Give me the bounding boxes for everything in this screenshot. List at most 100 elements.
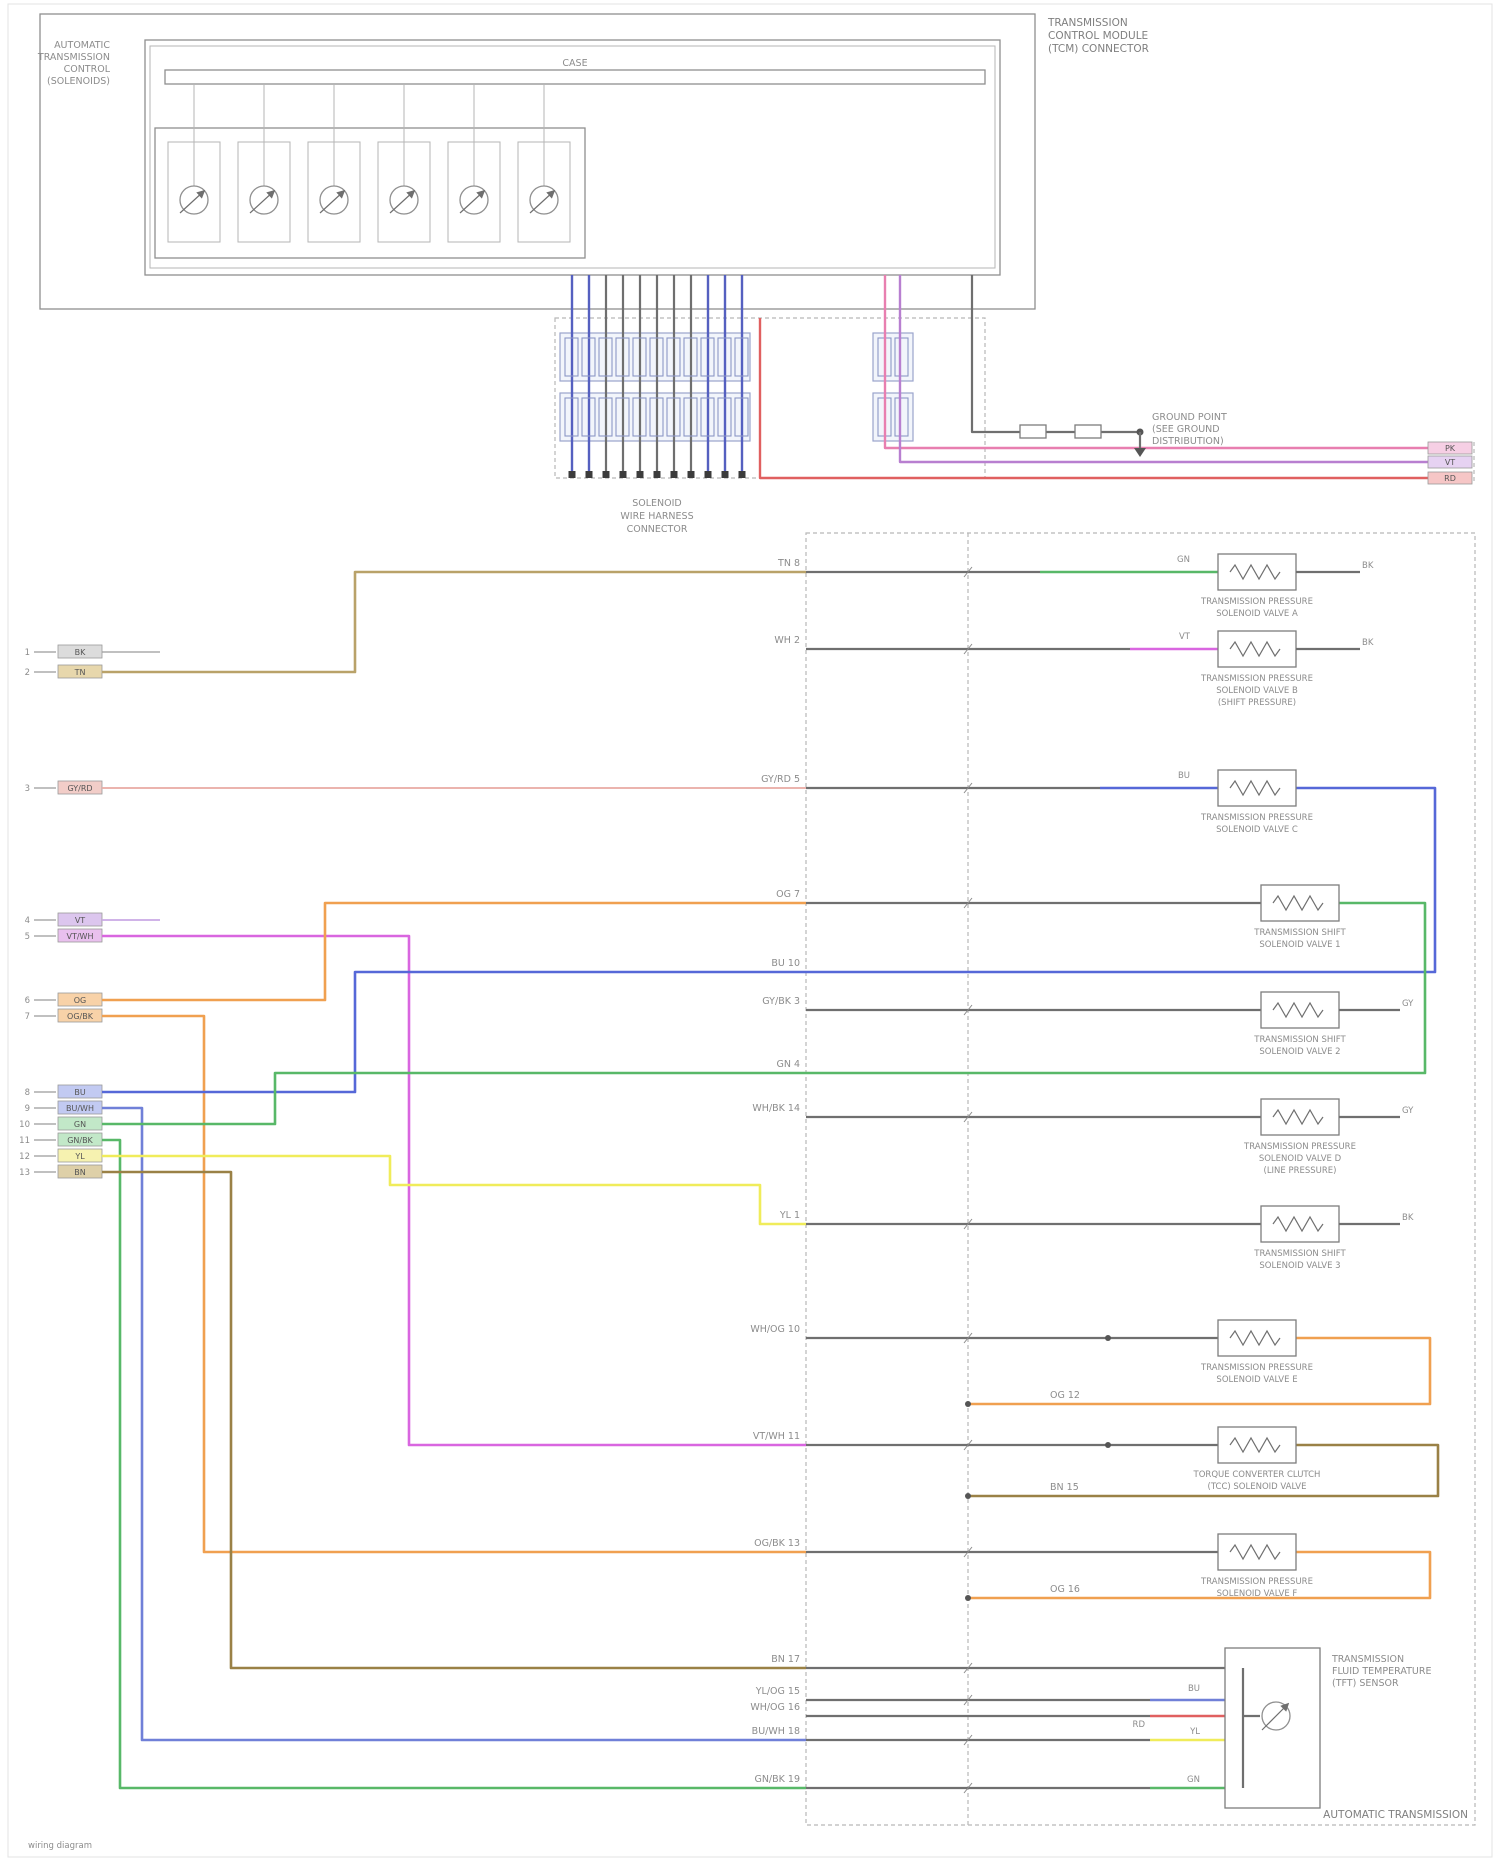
valve-row: WH/OG 10 TRANSMISSION PRESSURE SOLENOID … <box>750 1319 1313 1385</box>
svg-text:RD: RD <box>1133 1720 1146 1730</box>
valve-row: WH/BK 14 GY TRANSMISSION PRESSURE SOLENO… <box>752 1098 1414 1176</box>
wire-blue-b <box>102 1106 806 1742</box>
left-pin-group: 1 BK 2 TN 3 GY/RD 4 VT 5 VT/WH 6 OG 7 OG… <box>19 644 160 1179</box>
wire-green-loop <box>102 901 1427 1126</box>
solenoid-symbol <box>377 84 431 243</box>
svg-text:4: 4 <box>25 916 30 926</box>
wire-blue-loop <box>102 786 1437 1094</box>
transmission-dashed-box <box>805 532 1476 1826</box>
svg-text:YL: YL <box>1189 1727 1200 1737</box>
svg-text:GY/BK 3: GY/BK 3 <box>762 996 800 1007</box>
svg-text:13: 13 <box>19 1168 30 1178</box>
svg-text:BU: BU <box>1178 771 1190 781</box>
svg-text:5: 5 <box>25 932 30 942</box>
svg-text:GY/RD 5: GY/RD 5 <box>761 774 800 785</box>
connector-pins <box>564 337 909 437</box>
svg-text:TRANSMISSION PRESSURE: TRANSMISSION PRESSURE <box>1200 813 1313 823</box>
svg-text:OG 7: OG 7 <box>776 889 800 900</box>
svg-text:TRANSMISSION SHIFT: TRANSMISSION SHIFT <box>1253 1249 1346 1259</box>
svg-text:TRANSMISSION SHIFT: TRANSMISSION SHIFT <box>1253 1035 1346 1045</box>
svg-text:BN 17: BN 17 <box>771 1654 800 1665</box>
svg-text:GROUND POINT: GROUND POINT <box>1152 412 1227 423</box>
svg-text:VT/WH 11: VT/WH 11 <box>753 1431 800 1442</box>
svg-text:SOLENOID: SOLENOID <box>632 498 682 509</box>
svg-text:WH 2: WH 2 <box>774 635 800 646</box>
svg-text:VT/WH: VT/WH <box>67 932 94 941</box>
svg-text:YL 1: YL 1 <box>779 1210 800 1221</box>
sensor-symbol <box>1261 1701 1291 1731</box>
svg-text:SOLENOID VALVE C: SOLENOID VALVE C <box>1216 825 1298 835</box>
svg-text:CONTROL: CONTROL <box>64 64 111 75</box>
svg-text:2: 2 <box>25 668 30 678</box>
svg-text:8: 8 <box>25 1088 30 1098</box>
svg-text:BU: BU <box>74 1088 85 1097</box>
svg-text:VT: VT <box>75 916 85 925</box>
svg-text:1: 1 <box>25 648 30 658</box>
svg-text:WH/OG 16: WH/OG 16 <box>750 1702 800 1713</box>
svg-text:(TCM) CONNECTOR: (TCM) CONNECTOR <box>1048 43 1149 55</box>
ground-icon <box>1134 448 1146 457</box>
connector-terminals <box>568 471 746 478</box>
svg-text:GN/BK: GN/BK <box>67 1136 93 1145</box>
svg-text:3: 3 <box>25 784 30 794</box>
svg-text:SOLENOID VALVE A: SOLENOID VALVE A <box>1216 609 1298 619</box>
svg-text:SOLENOID VALVE 1: SOLENOID VALVE 1 <box>1259 940 1340 950</box>
ground-branch: GROUND POINT (SEE GROUND DISTRIBUTION) <box>970 275 1227 457</box>
assembly-label: AUTOMATIC <box>54 40 110 51</box>
svg-text:6: 6 <box>25 996 30 1006</box>
svg-text:OG 12: OG 12 <box>1050 1390 1080 1401</box>
svg-text:OG: OG <box>74 996 87 1005</box>
connector-blocks <box>559 332 914 442</box>
solenoid-symbol <box>307 84 361 243</box>
svg-text:SOLENOID VALVE 3: SOLENOID VALVE 3 <box>1259 1261 1340 1271</box>
svg-text:GY/RD: GY/RD <box>67 784 92 793</box>
svg-text:GY: GY <box>1402 1106 1414 1116</box>
svg-text:11: 11 <box>19 1136 30 1146</box>
valve-row: GY/BK 3 GY TRANSMISSION SHIFT SOLENOID V… <box>762 991 1414 1057</box>
svg-text:CONTROL MODULE: CONTROL MODULE <box>1048 30 1148 42</box>
svg-text:(TFT) SENSOR: (TFT) SENSOR <box>1332 1678 1399 1689</box>
svg-text:GN: GN <box>1177 555 1190 565</box>
svg-text:PK: PK <box>1445 444 1456 453</box>
valve-row: VT/WH 11 TORQUE CONVERTER CLUTCH (TCC) S… <box>753 1426 1320 1492</box>
connector-label: SOLENOID WIRE HARNESS CONNECTOR <box>620 498 693 535</box>
svg-text:TN: TN <box>74 668 86 677</box>
solenoid-assembly: AUTOMATIC TRANSMISSION CONTROL (SOLENOID… <box>37 13 1036 310</box>
svg-text:YL: YL <box>74 1152 85 1161</box>
svg-text:SOLENOID VALVE B: SOLENOID VALVE B <box>1216 686 1298 696</box>
wire-green-b <box>102 1138 806 1790</box>
svg-text:TRANSMISSION: TRANSMISSION <box>37 52 110 63</box>
wire-orange-a <box>102 901 806 1002</box>
svg-text:SOLENOID VALVE E: SOLENOID VALVE E <box>1216 1375 1297 1385</box>
wire-magenta <box>102 934 806 1447</box>
svg-text:GN: GN <box>1187 1775 1200 1785</box>
svg-text:7: 7 <box>25 1012 30 1022</box>
valve-row: OG 7 TRANSMISSION SHIFT SOLENOID VALVE 1 <box>776 884 1347 950</box>
sensor-block: TRANSMISSION FLUID TEMPERATURE (TFT) SEN… <box>1224 1647 1431 1809</box>
svg-text:SOLENOID VALVE F: SOLENOID VALVE F <box>1217 1589 1298 1599</box>
svg-text:SOLENOID VALVE D: SOLENOID VALVE D <box>1259 1154 1342 1164</box>
wire-yellow <box>102 1154 806 1226</box>
footer-text: wiring diagram <box>28 1841 92 1851</box>
svg-text:TRANSMISSION PRESSURE: TRANSMISSION PRESSURE <box>1243 1142 1356 1152</box>
svg-text:OG/BK 13: OG/BK 13 <box>754 1538 800 1549</box>
svg-text:BU/WH: BU/WH <box>66 1104 94 1113</box>
svg-text:BU/WH 18: BU/WH 18 <box>752 1726 800 1737</box>
svg-text:TRANSMISSION PRESSURE: TRANSMISSION PRESSURE <box>1200 597 1313 607</box>
svg-text:(LINE PRESSURE): (LINE PRESSURE) <box>1264 1166 1337 1176</box>
svg-text:BK: BK <box>1362 638 1374 648</box>
svg-text:TRANSMISSION: TRANSMISSION <box>1331 1654 1404 1665</box>
wire-tan <box>102 570 806 674</box>
svg-text:BK: BK <box>1362 561 1374 571</box>
wire-brown <box>102 1170 806 1670</box>
valve-row: WH 2 VT BK TRANSMISSION PRESSURE SOLENOI… <box>774 630 1374 708</box>
valve-row: TN 8 GN BK TRANSMISSION PRESSURE SOLENOI… <box>777 553 1374 619</box>
solenoid-symbol <box>237 84 291 243</box>
sensor-rows: BN 17 YL/OG 15 BU WH/OG 16 RD BU/WH 18 Y… <box>750 1654 1225 1794</box>
svg-text:SOLENOID VALVE 2: SOLENOID VALVE 2 <box>1259 1047 1340 1057</box>
valve-row: YL 1 BK TRANSMISSION SHIFT SOLENOID VALV… <box>779 1205 1414 1271</box>
svg-text:BK: BK <box>75 648 86 657</box>
svg-text:GY: GY <box>1402 999 1414 1009</box>
